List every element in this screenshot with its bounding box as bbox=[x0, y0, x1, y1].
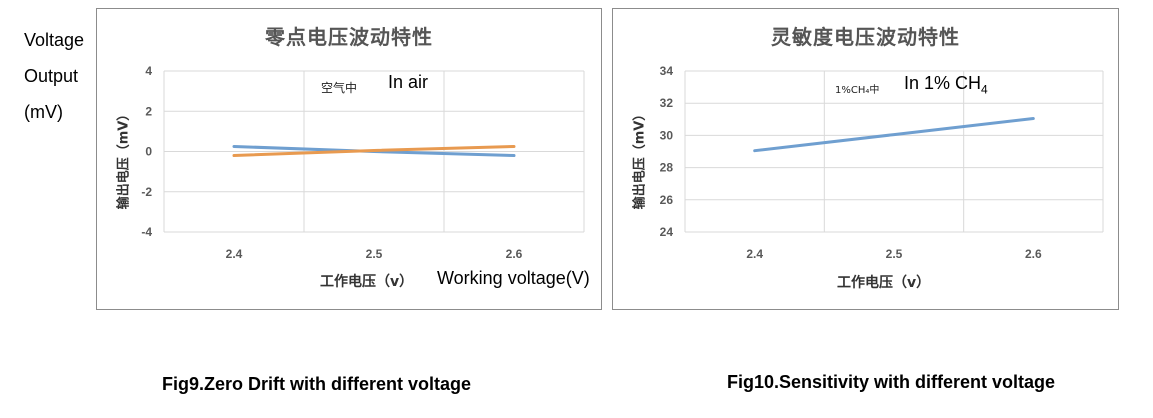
x-tick-label: 2.4 bbox=[746, 247, 763, 261]
annotation-en: In 1% CH4 bbox=[904, 73, 988, 97]
figure-caption-10: Fig10.Sensitivity with different voltage bbox=[727, 372, 1056, 392]
figure-caption-9: Fig9.Zero Drift with different voltage bbox=[162, 374, 472, 394]
annotation-cn: 1%CH₄中 bbox=[835, 85, 880, 96]
y-axis-side-label: Voltage Output (mV) bbox=[24, 22, 84, 130]
x-tick-label: 2.5 bbox=[366, 247, 383, 261]
x-axis-label: 工作电压（v） bbox=[837, 275, 931, 291]
x-axis-label: 工作电压（v） bbox=[320, 274, 414, 290]
y-tick-label: 26 bbox=[660, 193, 674, 207]
y-tick-label: 0 bbox=[145, 145, 152, 159]
x-tick-label: 2.6 bbox=[1025, 247, 1042, 261]
y-tick-label: 2 bbox=[145, 104, 152, 118]
x-tick-label: 2.4 bbox=[226, 247, 243, 261]
y-tick-label: -4 bbox=[141, 225, 152, 239]
series-line-1 bbox=[753, 116, 1035, 153]
sensitivity-plot: 34 32 30 28 26 24 2.4 2.5 2.6 bbox=[660, 64, 1104, 261]
zero-drift-chart-panel: 零点电压波动特性 输出电压（mV） 4 2 0 -2 -4 2.4 2.5 2.6 空气中 I… bbox=[96, 8, 602, 310]
x-tick-label: 2.5 bbox=[886, 247, 903, 261]
chart-title: 零点电压波动特性 bbox=[265, 25, 433, 49]
annotation-en: In air bbox=[388, 72, 429, 92]
y-tick-label: 30 bbox=[660, 128, 674, 142]
y-tick-label: 28 bbox=[660, 161, 674, 175]
chart-title: 灵敏度电压波动特性 bbox=[771, 25, 960, 49]
series-line-2 bbox=[232, 144, 516, 158]
y-tick-label: 4 bbox=[145, 64, 152, 78]
annotation-en-subscript: 4 bbox=[981, 82, 988, 97]
x-tick-label: 2.6 bbox=[506, 247, 523, 261]
side-label-line-1: Voltage bbox=[24, 30, 85, 50]
side-label-line-2: Output bbox=[24, 66, 79, 86]
y-tick-label: -2 bbox=[141, 185, 152, 199]
y-tick-label: 32 bbox=[660, 96, 674, 110]
sensitivity-chart-panel: 灵敏度电压波动特性 输出电压（mV） 34 32 30 28 26 24 2.4 2.5 2.6… bbox=[612, 8, 1119, 310]
y-tick-label: 24 bbox=[660, 225, 674, 239]
zero-drift-plot: 4 2 0 -2 -4 2.4 2.5 2.6 bbox=[141, 64, 585, 261]
x-axis-label-en: Working voltage(V) bbox=[437, 268, 590, 288]
y-tick-label: 34 bbox=[660, 64, 674, 78]
annotation-en-text: In 1% CH bbox=[904, 73, 982, 93]
annotation-cn: 空气中 bbox=[321, 81, 358, 95]
side-label-line-3: (mV) bbox=[24, 102, 63, 122]
